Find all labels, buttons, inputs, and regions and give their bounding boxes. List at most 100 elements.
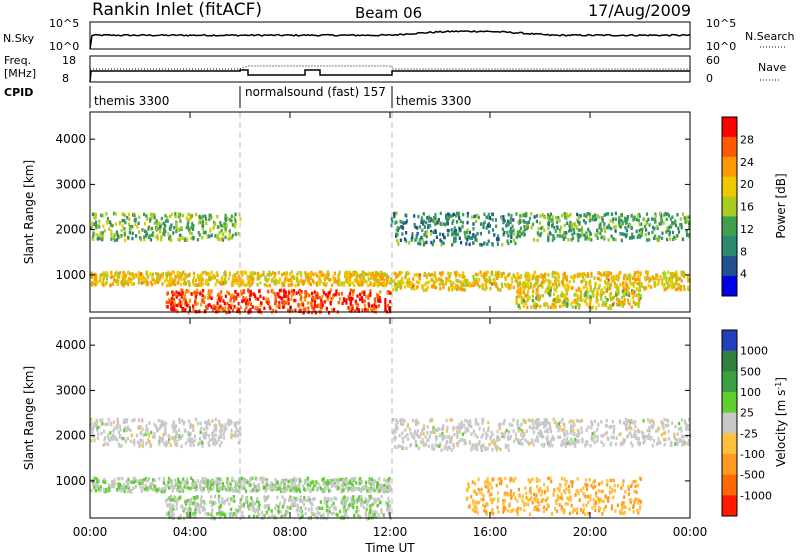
- power-cell: [163, 228, 166, 232]
- power-cell: [450, 228, 453, 232]
- velocity-cell: [166, 503, 169, 507]
- velocity-cell: [96, 479, 99, 483]
- velocity-cell: [469, 421, 472, 425]
- velocity-cell: [373, 497, 376, 501]
- power-cell: [126, 216, 129, 220]
- power-cell: [442, 241, 445, 245]
- power-cell: [450, 283, 453, 288]
- power-cell: [394, 211, 397, 216]
- freq-label: Freq.: [4, 54, 31, 67]
- power-cell: [474, 234, 477, 238]
- power-cell: [300, 302, 303, 307]
- velocity-cell: [322, 477, 325, 481]
- power-cell: [486, 225, 489, 229]
- velocity-cell: [341, 485, 344, 489]
- power-cell: [325, 275, 328, 280]
- velocity-cell: [113, 478, 116, 483]
- power-cell: [246, 276, 249, 281]
- power-cell: [486, 279, 490, 283]
- velocity-cell: [354, 486, 357, 491]
- velocity-cell: [477, 477, 480, 482]
- velocity-cell: [290, 480, 293, 485]
- power-cell: [121, 212, 124, 216]
- power-cell: [227, 291, 230, 296]
- power-cell: [172, 304, 175, 309]
- power-cell: [444, 282, 447, 286]
- power-cell: [466, 220, 469, 225]
- power-cell: [667, 228, 670, 233]
- power-cell: [618, 299, 621, 303]
- power-cell: [230, 283, 233, 287]
- velocity-cell: [189, 423, 192, 428]
- power-cell: [566, 283, 569, 287]
- power-cell: [328, 290, 331, 295]
- power-cell: [328, 293, 331, 297]
- power-cell: [205, 305, 208, 309]
- power-cell: [439, 232, 442, 236]
- velocity-cell: [347, 506, 350, 511]
- power-cell: [609, 306, 612, 310]
- power-cell: [103, 271, 106, 275]
- power-cell: [281, 281, 284, 286]
- velocity-cell: [211, 482, 214, 486]
- power-cell: [231, 280, 234, 285]
- velocity-cell: [321, 506, 324, 510]
- power-cell: [552, 306, 555, 310]
- velocity-cell: [306, 476, 310, 480]
- velocity-cell: [358, 515, 361, 519]
- power-cell: [507, 282, 510, 287]
- power-cell: [494, 273, 497, 278]
- velocity-cell: [207, 419, 210, 423]
- velocity-cell: [486, 434, 489, 438]
- power-cell: [575, 226, 578, 231]
- cpid-label: CPID: [4, 86, 33, 99]
- velocity-cell: [263, 504, 266, 509]
- power-cell: [121, 218, 124, 223]
- velocity-cell: [289, 488, 292, 493]
- power-cell: [454, 228, 457, 233]
- velocity-cell: [245, 489, 248, 493]
- power-cell: [620, 213, 623, 217]
- power-cell: [637, 233, 640, 237]
- velocity-cell: [464, 441, 467, 445]
- power-cell: [238, 311, 241, 315]
- power-cell: [161, 275, 164, 279]
- power-cell: [216, 293, 219, 297]
- power-cell: [507, 222, 510, 227]
- power-cell: [466, 211, 469, 216]
- power-cell: [559, 304, 562, 309]
- velocity-cell: [604, 504, 607, 509]
- power-cell: [534, 270, 537, 275]
- velocity-cell: [207, 489, 211, 493]
- velocity-cell: [449, 439, 452, 444]
- power-cell: [107, 220, 110, 224]
- power-cell: [160, 238, 163, 242]
- velocity-cell: [163, 431, 167, 435]
- velocity-cell: [175, 481, 178, 486]
- power-cell: [480, 273, 483, 278]
- power-cell: [679, 287, 682, 292]
- velocity-cell: [219, 429, 222, 433]
- power-cell: [601, 216, 604, 220]
- power-cell: [536, 289, 539, 293]
- power-cell: [659, 211, 662, 216]
- power-cell: [179, 300, 182, 305]
- power-cell: [240, 289, 243, 294]
- power-cell: [110, 270, 113, 275]
- power-cell: [470, 283, 473, 288]
- velocity-cell: [380, 510, 383, 515]
- power-cell: [501, 242, 504, 247]
- power-cell: [95, 233, 98, 237]
- power-cell: [590, 271, 593, 276]
- velocity-cell: [264, 486, 267, 490]
- velocity-cell: [521, 494, 525, 499]
- power-cell: [647, 283, 650, 288]
- power-cell: [345, 301, 348, 305]
- velocity-cell: [336, 513, 339, 518]
- velocity-cell: [122, 420, 125, 425]
- power-cell: [429, 273, 432, 277]
- power-cell: [396, 232, 399, 237]
- power-cell: [632, 293, 635, 298]
- power-cell: [637, 270, 640, 274]
- power-cell: [675, 270, 678, 275]
